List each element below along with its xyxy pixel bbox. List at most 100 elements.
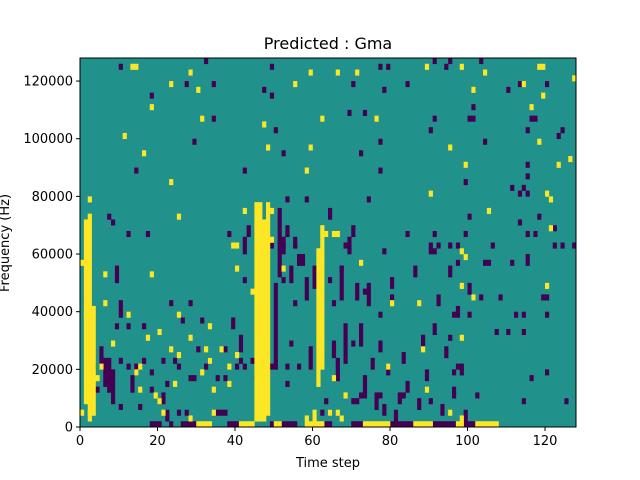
heatmap-cell-low — [204, 58, 209, 65]
heatmap-cell-high — [200, 115, 205, 122]
heatmap-cell-high — [266, 392, 271, 399]
heatmap-cell-high — [413, 421, 418, 428]
heatmap-cell-low — [231, 323, 236, 330]
heatmap-cell-low — [525, 161, 530, 168]
heatmap-cell-high — [254, 265, 259, 272]
heatmap-cell-high — [91, 328, 96, 336]
heatmap-cell-high — [87, 346, 92, 353]
heatmap-cell-high — [269, 207, 275, 214]
heatmap-cell-low — [525, 173, 530, 180]
heatmap-cell-high — [258, 357, 263, 364]
heatmap-cell-high — [324, 230, 329, 238]
heatmap-cell-high — [471, 86, 476, 93]
heatmap-cell-high — [254, 334, 259, 341]
heatmap-cell-high — [83, 386, 89, 393]
heatmap-cell-low — [180, 421, 185, 428]
heatmap-cell-low — [525, 127, 530, 134]
heatmap-cell-low — [378, 167, 383, 174]
heatmap-cell-high — [541, 63, 546, 70]
y-tick-label: 40000 — [32, 305, 73, 320]
heatmap-cell-low — [149, 369, 154, 376]
heatmap-cell-low — [304, 282, 309, 289]
heatmap-cell-low — [510, 184, 515, 191]
heatmap-cell-low — [552, 242, 557, 249]
heatmap-cell-low — [312, 265, 317, 272]
heatmap-cell-high — [83, 225, 89, 232]
heatmap-cell-high — [258, 403, 263, 411]
heatmap-cell-high — [134, 369, 139, 376]
heatmap-cell-high — [103, 271, 108, 278]
heatmap-cell-high — [122, 132, 127, 140]
heatmap-cell-high — [254, 369, 259, 376]
heatmap-cell-low — [355, 288, 360, 295]
heatmap-cell-low — [95, 386, 100, 393]
heatmap-cell-high — [266, 369, 271, 376]
heatmap-cell-low — [118, 305, 123, 312]
heatmap-cell-high — [343, 392, 348, 399]
heatmap-cell-low — [273, 294, 278, 301]
heatmap-cell-low — [467, 282, 472, 289]
heatmap-cell-low — [362, 380, 368, 387]
heatmap-cell-low — [107, 213, 112, 220]
heatmap-cell-high — [490, 421, 495, 428]
heatmap-cell-low — [277, 219, 282, 226]
heatmap-cell-high — [87, 271, 92, 278]
heatmap-cell-high — [254, 305, 259, 312]
heatmap-cell-low — [277, 259, 282, 266]
heatmap-cell-low — [273, 340, 278, 347]
heatmap-cell-low — [362, 109, 368, 116]
heatmap-cell-low — [289, 421, 294, 428]
heatmap-cell-high — [320, 328, 325, 336]
heatmap-cell-low — [312, 277, 317, 284]
heatmap-cell-high — [258, 380, 263, 387]
heatmap-cell-high — [320, 271, 325, 278]
heatmap-cell-high — [157, 328, 162, 336]
heatmap-cell-high — [258, 369, 263, 376]
heatmap-cell-low — [300, 254, 306, 261]
heatmap-cell-low — [347, 109, 352, 116]
heatmap-cell-high — [188, 334, 193, 341]
heatmap-cell-low — [215, 409, 220, 416]
heatmap-cell-low — [401, 352, 406, 359]
x-tick-label: 80 — [382, 434, 399, 449]
heatmap-cell-high — [266, 334, 271, 341]
heatmap-cell-high — [254, 225, 259, 232]
heatmap-cell-low — [366, 288, 371, 295]
heatmap-cell-low — [452, 386, 457, 393]
heatmap-cell-low — [378, 340, 383, 347]
heatmap-cell-low — [343, 340, 348, 347]
x-tick-label: 40 — [227, 434, 244, 449]
heatmap-cell-high — [316, 346, 321, 353]
heatmap-cell-low — [405, 230, 410, 238]
heatmap-cell-high — [91, 317, 96, 324]
heatmap-cell-low — [467, 311, 472, 318]
heatmap-cell-high — [483, 69, 488, 76]
heatmap-cell-low — [545, 311, 550, 318]
heatmap-cell-low — [467, 288, 472, 295]
heatmap-cell-low — [366, 300, 371, 307]
heatmap-cell-high — [254, 386, 259, 393]
heatmap-cell-high — [83, 340, 89, 347]
heatmap-cell-high — [254, 259, 259, 266]
heatmap-cell-high — [157, 398, 162, 405]
heatmap-cell-low — [448, 242, 453, 249]
heatmap-cell-high — [254, 398, 259, 405]
heatmap-cell-low — [556, 132, 561, 140]
heatmap-cell-high — [486, 207, 492, 214]
heatmap-cell-high — [266, 248, 271, 255]
heatmap-cell-high — [254, 202, 259, 209]
heatmap-cell-high — [87, 282, 92, 289]
heatmap-cell-high — [211, 386, 216, 393]
heatmap-cell-high — [537, 138, 542, 145]
heatmap-cell-low — [204, 363, 209, 370]
heatmap-cell-high — [262, 121, 267, 128]
heatmap-cell-high — [83, 288, 89, 295]
heatmap-cell-low — [359, 323, 364, 330]
heatmap-cell-high — [428, 190, 433, 197]
heatmap-cell-low — [397, 421, 402, 428]
heatmap-cell-high — [459, 248, 464, 255]
y-tick-label: 0 — [65, 421, 73, 436]
heatmap-cell-high — [258, 248, 263, 255]
heatmap-cell-high — [266, 219, 271, 226]
heatmap-cell-high — [459, 415, 464, 422]
